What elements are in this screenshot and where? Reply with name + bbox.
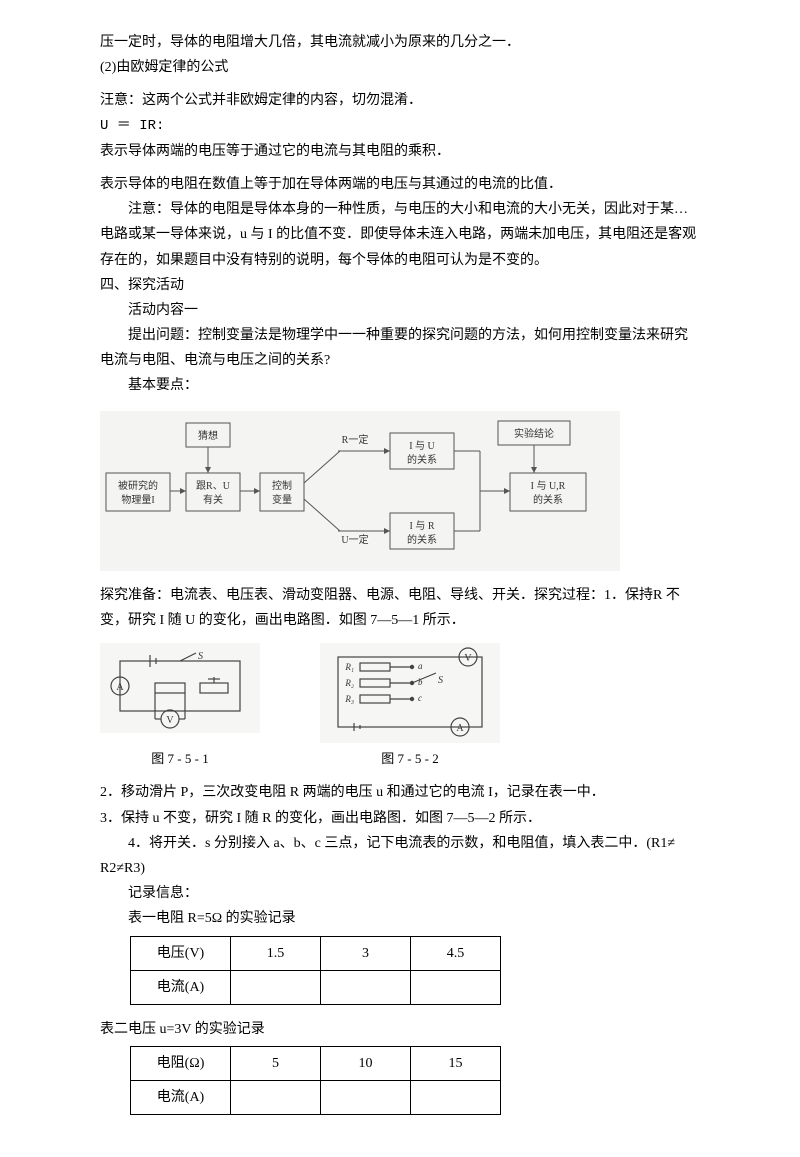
activity-question: 提出问题：控制变量法是物理学中一一种重要的探究问题的方法，如何用控制变量法来研究… [100,323,700,373]
circuit-caption-1: 图 7 - 5 - 1 [100,747,260,770]
t2-r2-c1 [231,1081,321,1115]
basic-points: 基本要点： [100,373,700,398]
activity-title: 活动内容一 [100,298,700,323]
section4-title: 四、探究活动 [100,273,700,298]
flow-node-subject-l1: 被研究的 [118,479,158,492]
t1-r1-c2: 3 [321,936,411,970]
flow-node-iu-l2: 的关系 [407,453,437,466]
svg-text:S: S [438,675,443,686]
circuit-diagram-1: S A V [100,643,260,733]
flow-label-u-const: U一定 [341,533,368,546]
svg-text:V: V [166,715,174,726]
t1-r2-c1 [231,970,321,1004]
record-info: 记录信息： [100,881,700,906]
svg-text:A: A [456,723,464,734]
step-3: 3．保持 u 不变，研究 I 随 R 的变化，画出电路图．如图 7—5—2 所示… [100,806,700,831]
svg-text:V: V [464,653,472,664]
flow-node-related-l1: 跟R、U [196,480,231,492]
table-row: 电流(A) [131,1081,501,1115]
t1-r2-hdr: 电流(A) [131,970,231,1004]
step-2: 2．移动滑片 P，三次改变电阻 R 两端的电压 u 和通过它的电流 I，记录在表… [100,780,700,805]
para-note: 汪意：这两个公式并非欧姆定律的内容，切勿混淆． [100,88,700,113]
t1-r2-c2 [321,970,411,1004]
table-row: 电压(V) 1.5 3 4.5 [131,936,501,970]
para-attention: 注意：导体的电阻是导体本身的一种性质，与电压的大小和电流的大小无关，因此对于某…… [100,197,700,273]
table-1: 电压(V) 1.5 3 4.5 电流(A) [130,936,501,1005]
svg-text:R₁: R₁ [344,662,354,672]
para-intro-1: 压一定时，导体的电阻增大几倍，其电流就减小为原来的几分之一． [100,30,700,55]
para-desc2: 表示导体的电阻在数值上等于加在导体两端的电压与其通过的电流的比值． [100,172,700,197]
para-desc1: 表示导体两端的电压等于通过它的电流与其电阻的乘积． [100,139,700,164]
table-row: 电阻(Ω) 5 10 15 [131,1047,501,1081]
flow-diagram: 猜想 被研究的 物理量I 跟R、U 有关 控制 变量 R一定 U一定 [100,411,700,571]
svg-text:c: c [418,693,422,703]
flow-node-control-l1: 控制 [272,479,292,492]
para-intro-2: (2)由欧姆定律的公式 [100,55,700,80]
svg-text:S: S [198,651,203,662]
flow-node-iur-l2: 的关系 [533,493,563,506]
circuit-diagrams: S A V V R₁ R₂ [100,643,700,743]
flow-node-subject-l2: 物理量I [121,493,154,506]
formula-uir: U ＝ IR: [100,114,700,139]
t1-r1-c3: 4.5 [411,936,501,970]
t2-r2-c2 [321,1081,411,1115]
t2-r1-c2: 10 [321,1047,411,1081]
t1-r1-c1: 1.5 [231,936,321,970]
svg-text:a: a [418,661,423,671]
prep-line1: 探究准备：电流表、电压表、滑动变阻器、电源、电阻、导线、开关．探究过程：1．保持… [100,583,700,633]
flow-node-iu-l1: I 与 U [409,440,435,452]
flow-node-control-l2: 变量 [272,493,292,506]
flow-node-conclusion: 实验结论 [514,427,554,440]
flow-node-ir-l2: 的关系 [407,533,437,546]
t2-r2-hdr: 电流(A) [131,1081,231,1115]
svg-text:A: A [116,682,124,693]
svg-text:R₃: R₃ [344,694,354,704]
flow-node-ir-l1: I 与 R [410,520,435,532]
t2-r1-hdr: 电阻(Ω) [131,1047,231,1081]
svg-text:R₂: R₂ [344,678,354,688]
circuit-diagram-2: V R₁ R₂ R₃ a b c S A [320,643,500,743]
table1-caption: 表一电阻 R=5Ω 的实验记录 [100,906,700,931]
flow-node-related-l2: 有关 [203,493,223,506]
flow-node-guess: 猜想 [198,429,218,442]
table2-caption: 表二电压 u=3V 的实验记录 [100,1017,700,1042]
flow-label-r-const: R一定 [342,433,369,446]
t1-r1-hdr: 电压(V) [131,936,231,970]
table-row: 电流(A) [131,970,501,1004]
circuit-caption-2: 图 7 - 5 - 2 [320,747,500,770]
t2-r2-c3 [411,1081,501,1115]
t1-r2-c3 [411,970,501,1004]
table-2: 电阻(Ω) 5 10 15 电流(A) [130,1046,501,1115]
flow-node-iur-l1: I 与 U,R [531,480,566,492]
step-4: 4．将开关．s 分别接入 a、b、c 三点，记下电流表的示数，和电阻值，填入表二… [100,831,700,881]
t2-r1-c1: 5 [231,1047,321,1081]
t2-r1-c3: 15 [411,1047,501,1081]
